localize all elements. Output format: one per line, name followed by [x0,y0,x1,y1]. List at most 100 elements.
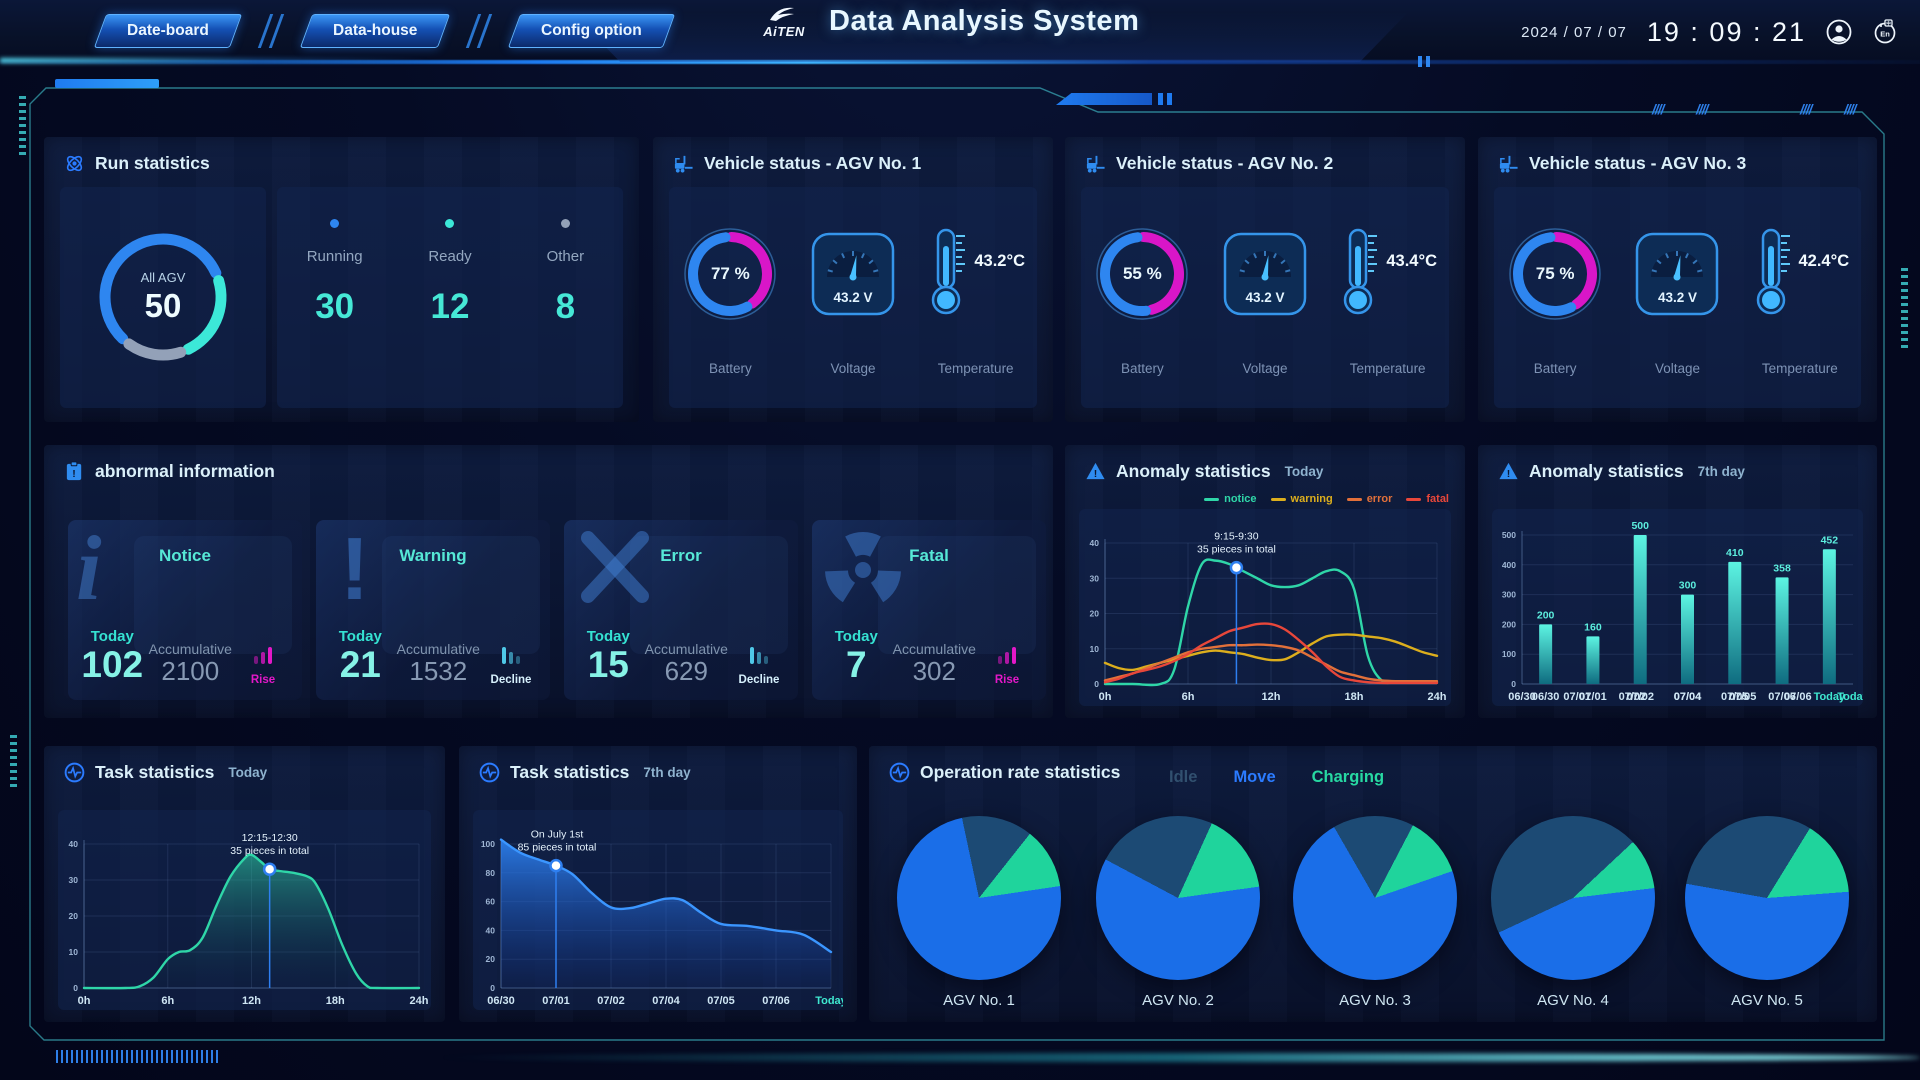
card-name: Notice [159,546,211,565]
svg-text:0h: 0h [78,995,91,1007]
battery-ring: 55 % [1090,222,1194,326]
card-warning[interactable]: ! Warning Today 21 Accumulative 1532 Dec… [316,520,550,700]
svg-text:40: 40 [1090,538,1100,548]
tab-data-house[interactable]: Data-house [299,14,451,48]
svg-text:500: 500 [1631,520,1649,532]
warning-triangle-icon: ! [1499,462,1518,480]
panel-task-today: Task statistics Today 0 10 20 30 40 0h 6h 12h 18… [44,746,445,1022]
legend-idle[interactable]: Idle [1169,768,1198,786]
barcode-decoration [56,1050,218,1063]
panel-title: abnormal information [95,461,275,481]
card-name: Fatal [909,546,949,565]
warning-triangle-icon: ! [1086,462,1105,480]
vehicle-status-card: 77 % Battery 43.2 V Voltage 43.2°C Tempe… [669,187,1037,408]
svg-text:30: 30 [1090,573,1100,583]
svg-text:!: ! [1507,468,1511,480]
svg-text:20: 20 [1090,609,1100,619]
stat-running: Running 30 [277,187,392,408]
task-7day-chart[interactable]: 0 20 40 60 80 100 06/30 07/01 07/02 07/04 07/05 07/… [473,810,843,1010]
panel-subtitle: Today [1284,464,1324,479]
all-agv-card: All AGV 50 [60,187,266,408]
panel-run-statistics: Run statistics All AGV 50 Running 30 Rea… [44,137,639,422]
svg-text:18h: 18h [1345,691,1364,703]
svg-text:12h: 12h [1262,691,1281,703]
battery-column: 55 % Battery [1081,187,1204,408]
card-fatal[interactable]: Fatal Today 7 Accumulative 302 Rise [812,520,1046,700]
legend-move[interactable]: Move [1233,768,1276,786]
voltage-column: 43.2 V Voltage [1204,187,1327,408]
header-glow-streak [0,58,430,63]
operation-legend: Idle Move Charging [1169,768,1384,787]
today-block: Today 21 [324,628,397,686]
svg-text:452: 452 [1821,534,1839,546]
voltage-value: 43.2 V [1657,290,1697,305]
legend-notice[interactable]: notice [1204,493,1257,505]
svg-text:30: 30 [69,875,79,885]
aiten-logo: AiTEN [755,4,813,39]
trend-label: Rise [994,674,1020,686]
battery-ring: 75 % [1503,222,1607,326]
svg-text:20: 20 [486,954,496,964]
trend-label: Rise [250,674,276,686]
battery-value: 77 % [710,264,750,283]
trend-indicator: Rise [232,646,294,686]
tab-config-option[interactable]: Config option [508,14,676,48]
task-today-chart[interactable]: 0 10 20 30 40 0h 6h 12h 18h 24h 12:15-12:30 35 piec… [58,810,431,1010]
pie-agv-1[interactable] [897,816,1061,980]
panel-vehicle-status-3: Vehicle status - AGV No. 3 75 % Battery … [1478,137,1877,422]
legend-fatal[interactable]: fatal [1406,493,1449,505]
svg-text:40: 40 [69,839,79,849]
svg-text:35 pieces in total: 35 pieces in total [1197,544,1276,556]
language-icon[interactable]: 中 En [1872,19,1898,45]
anomaly-legend: notice warning error fatal [1204,493,1449,505]
pie-agv-5[interactable] [1685,816,1849,980]
voltage-label: Voltage [830,361,876,376]
trend-indicator: Decline [728,646,790,686]
svg-text:06/30: 06/30 [487,995,515,1007]
trend-bars-icon [502,646,520,664]
panel-title: Vehicle status - AGV No. 3 [1529,153,1747,173]
svg-text:0: 0 [73,983,78,993]
tab-date-board[interactable]: Date-board [93,14,243,48]
pie-label: AGV No. 1 [943,992,1015,1009]
legend-error[interactable]: error [1346,493,1392,505]
pie-agv-4[interactable] [1491,816,1655,980]
svg-text:200: 200 [1537,609,1555,621]
pie-agv-2[interactable] [1096,816,1260,980]
voltage-column: 43.2 V Voltage [1616,187,1738,408]
agv-state-card: Running 30 Ready 12 Other 8 [277,187,623,408]
anomaly-7day-chart[interactable]: 0 100 200 300 400 500 06/30 07/01 07/02 07/04 07/0… [1492,509,1863,706]
panel-subtitle: 7th day [643,765,691,780]
today-value: 102 [81,644,144,686]
battery-value: 55 % [1122,264,1162,283]
svg-text:On July 1st: On July 1st [531,829,584,841]
legend-charging[interactable]: Charging [1311,768,1385,786]
brand: AiTEN Data Analysis System [755,4,1139,39]
pie-agv-3[interactable] [1293,816,1457,980]
voltage-gauge: 43.2 V [1633,230,1721,318]
card-error[interactable]: Error Today 15 Accumulative 629 Decline [564,520,798,700]
ready-dot [445,219,455,228]
svg-text:07/01: 07/01 [1579,691,1607,703]
accumulative-value: 2100 [161,656,220,687]
stat-ready: Ready 12 [392,187,507,408]
battery-label: Battery [1120,361,1164,376]
svg-text:20: 20 [69,911,79,921]
all-agv-donut[interactable] [83,217,243,377]
legend-warning[interactable]: warning [1270,493,1333,505]
user-icon[interactable] [1826,19,1852,45]
battery-value: 75 % [1535,264,1575,283]
trend-indicator: Rise [976,646,1038,686]
battery-label: Battery [1533,361,1577,376]
svg-text:10: 10 [69,947,79,957]
svg-text:85 pieces in total: 85 pieces in total [518,842,597,854]
slash-separator [257,14,285,48]
thermometer [926,224,972,325]
svg-text:100: 100 [1502,649,1516,659]
accumulative-block: Accumulative 302 [892,641,976,687]
card-notice[interactable]: i Notice Today 102 Accumulative 2100 Ris… [68,520,302,700]
today-value: 15 [587,644,629,686]
today-block: Today 102 [76,628,149,686]
svg-text:35 pieces in total: 35 pieces in total [230,845,309,857]
anomaly-today-chart[interactable]: 0 10 20 30 40 0h 6h 12h 18h 24h 9:15-9:30 35 pieces… [1079,509,1451,706]
